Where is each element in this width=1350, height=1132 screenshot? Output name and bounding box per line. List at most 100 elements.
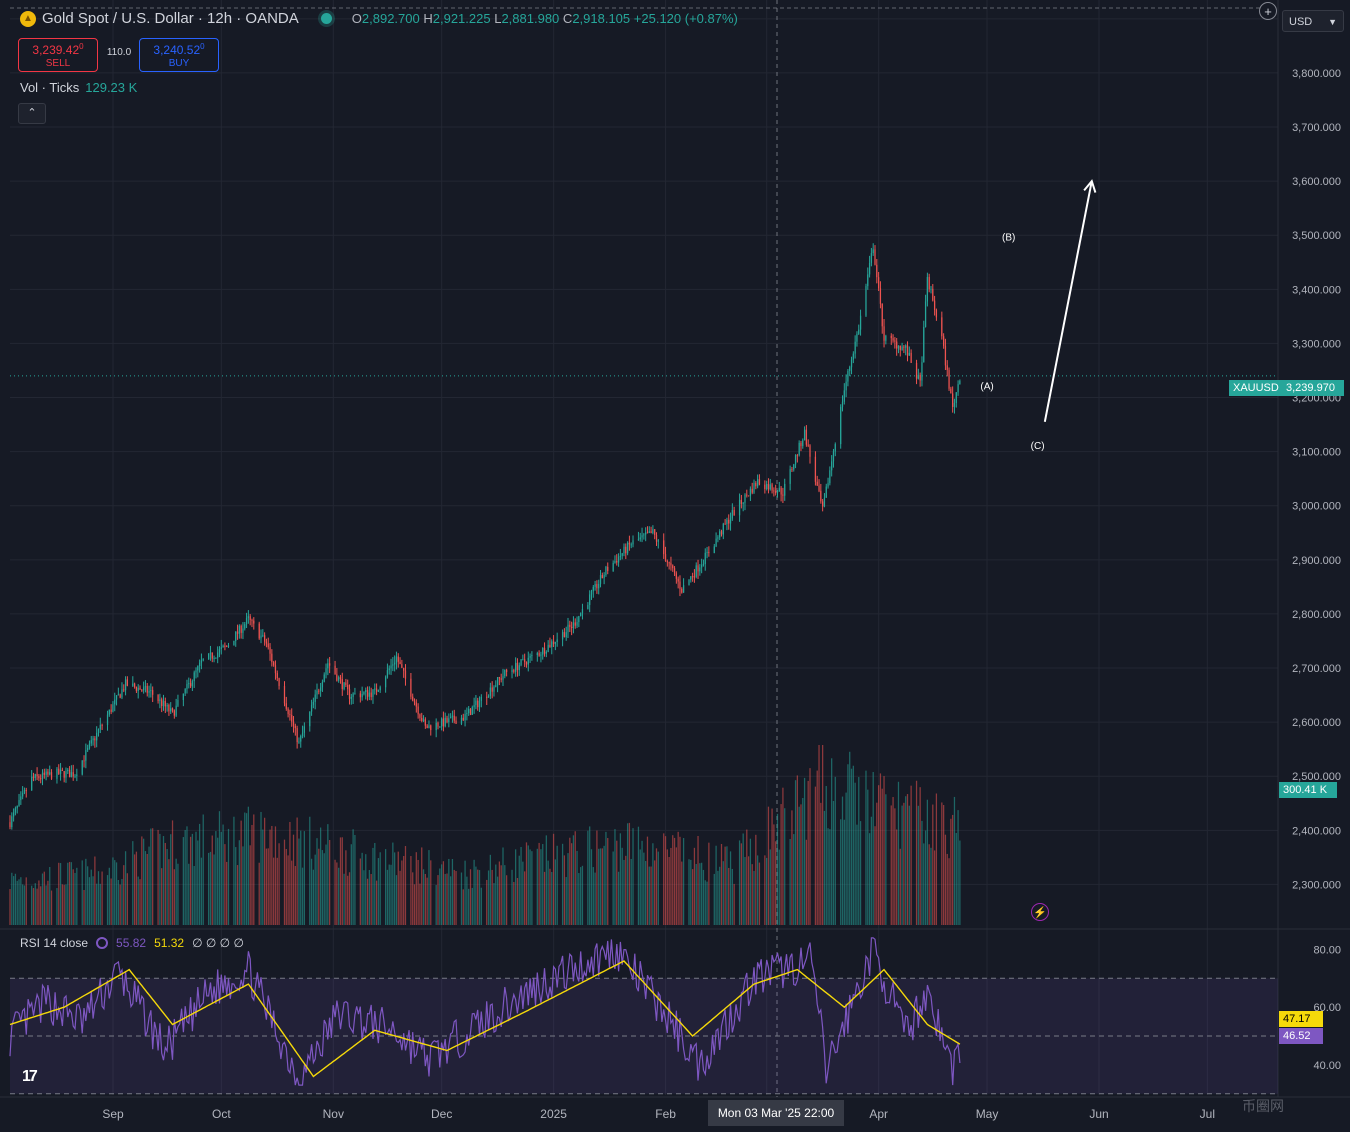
- candle-body: [829, 470, 831, 484]
- volume-bar: [14, 873, 17, 925]
- volume-bar: [359, 858, 361, 925]
- volume-bar: [390, 864, 392, 925]
- y-tick-label: 2,500.000: [1292, 771, 1341, 783]
- volume-bar: [699, 863, 701, 925]
- candle-body: [170, 708, 172, 712]
- volume-bar: [789, 839, 791, 925]
- candle-body: [486, 696, 488, 698]
- candle-body: [856, 333, 858, 342]
- volume-bar: [948, 858, 950, 925]
- rsi-legend[interactable]: RSI 14 close 55.82 51.32 ∅ ∅ ∅ ∅: [20, 936, 244, 950]
- candle-body: [363, 691, 365, 695]
- candle-body: [368, 692, 370, 697]
- volume-bar: [119, 884, 121, 925]
- volume-bar: [614, 829, 616, 925]
- last-price-badge: 3,239.970: [1282, 380, 1344, 396]
- volume-bar: [361, 852, 363, 925]
- candle-body: [392, 664, 394, 666]
- candle-body: [527, 657, 529, 665]
- market-status-icon[interactable]: [320, 13, 332, 24]
- volume-bar: [663, 833, 665, 925]
- volume-bar: [486, 879, 488, 925]
- volume-bar: [68, 861, 71, 925]
- volume-bar: [865, 770, 867, 925]
- volume-legend[interactable]: Vol · Ticks 129.23 K: [20, 80, 137, 95]
- volume-bar: [673, 837, 676, 925]
- candle-body: [621, 553, 623, 556]
- volume-bar: [527, 845, 529, 925]
- volume-bar: [603, 845, 605, 925]
- candle-body: [87, 747, 89, 751]
- volume-bar: [563, 855, 566, 925]
- candle-body: [413, 700, 416, 703]
- candle-body: [581, 609, 584, 614]
- volume-bar: [143, 838, 145, 925]
- volume-bar: [567, 853, 569, 925]
- candle-body: [350, 696, 352, 699]
- volume-bar: [771, 808, 773, 925]
- candle-body: [173, 710, 175, 716]
- volume-bar: [722, 861, 724, 925]
- candle-body: [803, 429, 806, 441]
- candle-body: [162, 700, 165, 707]
- candle-body: [572, 622, 575, 628]
- candle-body: [45, 771, 47, 775]
- candle-body: [496, 677, 499, 686]
- candle-body: [329, 663, 331, 666]
- candle-body: [713, 546, 715, 554]
- y-tick-label: 2,300.000: [1292, 879, 1341, 891]
- candle-body: [233, 641, 235, 646]
- add-plus-icon[interactable]: +: [1259, 2, 1277, 20]
- candle-body: [34, 774, 36, 778]
- candle-body: [870, 253, 873, 263]
- volume-bar: [45, 885, 47, 925]
- candle-body: [334, 665, 336, 675]
- currency-select[interactable]: USD ▼: [1282, 10, 1344, 32]
- buy-button[interactable]: 3,240.520 BUY: [139, 38, 219, 72]
- candle-body: [493, 686, 495, 692]
- candle-body: [251, 619, 253, 621]
- rsi-legend-value: 55.82: [116, 936, 147, 950]
- candle-body: [182, 693, 184, 701]
- volume-bar: [933, 850, 936, 925]
- ohlc-values: O2,892.700 H2,921.225 L2,881.980 C2,918.…: [351, 11, 738, 26]
- candle-body: [32, 776, 35, 778]
- candle-body: [247, 616, 250, 618]
- crosshair-time-label: Mon 03 Mar '25 22:00: [708, 1100, 844, 1126]
- volume-bar: [928, 844, 930, 925]
- volume-bar: [619, 833, 622, 925]
- volume-bar: [262, 829, 264, 925]
- candle-body: [628, 542, 631, 545]
- volume-bar: [843, 819, 845, 925]
- volume-bar: [314, 854, 316, 925]
- volume-bar: [516, 878, 519, 925]
- tradingview-logo[interactable]: 17: [22, 1068, 38, 1085]
- rsi-ma-line: [9, 960, 961, 1078]
- volume-bar: [186, 826, 188, 925]
- volume-bar: [388, 864, 390, 925]
- volume-bar: [883, 776, 885, 925]
- candle-body: [40, 778, 42, 780]
- volume-bar: [935, 793, 938, 925]
- candle-body: [854, 341, 856, 354]
- candle-body: [202, 659, 204, 661]
- y-tick-label: 2,400.000: [1292, 825, 1341, 837]
- candle-body: [724, 523, 726, 525]
- sell-button[interactable]: 3,239.420 SELL: [18, 38, 98, 72]
- candle-body: [942, 336, 945, 346]
- volume-bar: [23, 885, 26, 925]
- candle-body: [899, 345, 901, 350]
- lightning-icon[interactable]: ⚡: [1031, 903, 1049, 921]
- volume-bar: [123, 865, 125, 925]
- candle-body: [74, 775, 76, 777]
- volume-bar: [410, 856, 412, 925]
- candle-body: [430, 725, 432, 731]
- candle-body: [249, 616, 251, 620]
- volume-bar: [34, 883, 36, 925]
- candle-body: [818, 485, 820, 491]
- collapse-legend-button[interactable]: ⌃: [18, 103, 46, 124]
- volume-bar: [117, 880, 119, 925]
- rsi-line: [9, 937, 961, 1086]
- symbol-title[interactable]: Gold Spot / U.S. Dollar · 12h · OANDA: [42, 10, 299, 27]
